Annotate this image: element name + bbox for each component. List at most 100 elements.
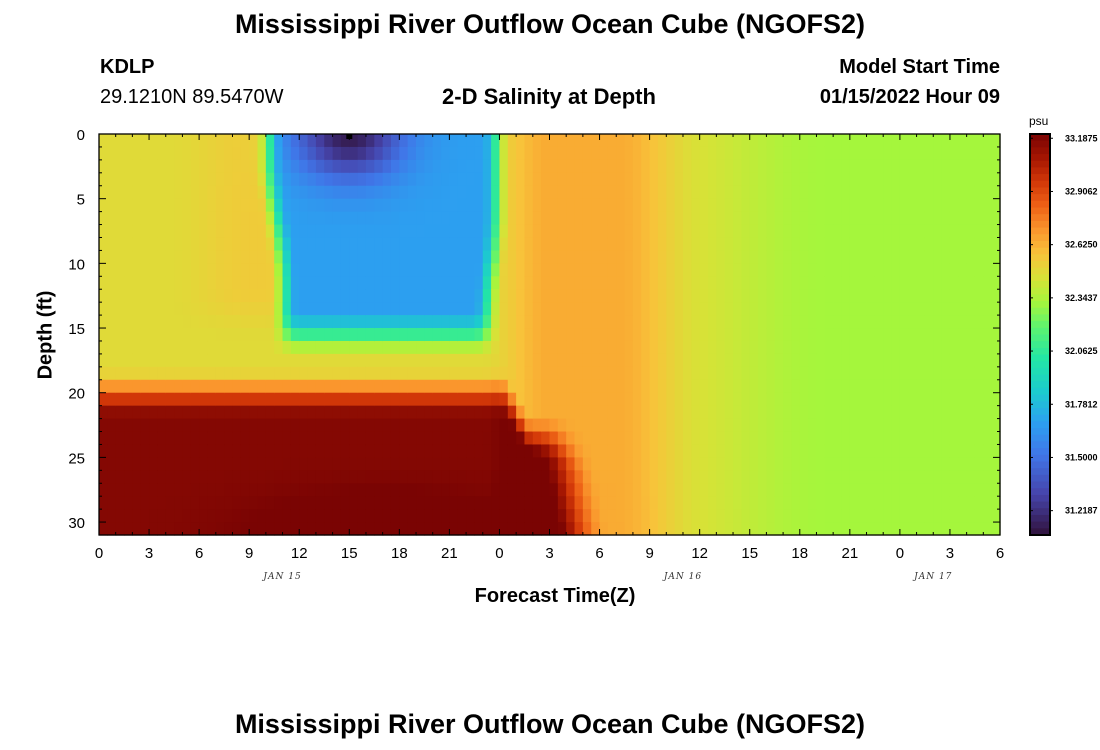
heatmap-cell — [532, 185, 542, 200]
heatmap-cell — [349, 470, 359, 484]
colorbar-segment — [1030, 134, 1050, 142]
heatmap-cell — [749, 379, 759, 394]
heatmap-cell — [541, 483, 551, 497]
heatmap-cell — [733, 379, 742, 394]
heatmap-cell — [174, 211, 184, 226]
heatmap-cell — [449, 289, 459, 303]
heatmap-cell — [766, 250, 776, 264]
heatmap-cell — [624, 198, 634, 213]
heatmap-cell — [132, 366, 142, 381]
heatmap-cell — [966, 405, 976, 420]
heatmap-cell — [124, 431, 133, 446]
heatmap-cell — [140, 289, 150, 303]
heatmap-cell — [607, 328, 617, 342]
heatmap-cell — [416, 146, 425, 161]
heatmap-cell — [699, 289, 709, 303]
heatmap-cell — [282, 237, 292, 252]
heatmap-cell — [274, 159, 284, 174]
heatmap-cell — [958, 483, 968, 497]
heatmap-cell — [357, 431, 367, 446]
heatmap-cell — [666, 340, 676, 355]
heatmap-cell — [849, 353, 859, 368]
heatmap-cell — [299, 224, 309, 239]
heatmap-cell — [99, 134, 108, 148]
heatmap-cell — [240, 418, 250, 433]
heatmap-cell — [908, 470, 918, 484]
heatmap-cell — [190, 496, 200, 510]
heatmap-cell — [340, 302, 350, 316]
heatmap-cell — [482, 302, 492, 316]
heatmap-cell — [649, 237, 659, 252]
heatmap-cell — [791, 289, 801, 303]
heatmap-cell — [716, 315, 726, 329]
heatmap-cell — [115, 457, 125, 471]
heatmap-cell — [649, 379, 659, 394]
heatmap-cell — [466, 340, 476, 355]
heatmap-cell — [941, 250, 951, 264]
heatmap-cell — [549, 470, 559, 484]
heatmap-cell — [190, 315, 200, 329]
heatmap-cell — [616, 340, 626, 355]
heatmap-cell — [315, 263, 325, 277]
heatmap-cell — [908, 289, 918, 303]
heatmap-cell — [958, 146, 968, 161]
heatmap-cell — [332, 276, 342, 290]
heatmap-cell — [349, 198, 359, 213]
heatmap-cell — [666, 353, 676, 368]
heatmap-cell — [424, 185, 434, 200]
heatmap-cell — [808, 431, 818, 446]
heatmap-cell — [841, 185, 851, 200]
heatmap-cell — [716, 263, 726, 277]
heatmap-cell — [115, 353, 125, 368]
heatmap-cell — [474, 146, 484, 161]
heatmap-cell — [174, 185, 184, 200]
heatmap-cell — [549, 509, 559, 523]
heatmap-cell — [249, 185, 259, 200]
heatmap-cell — [983, 146, 993, 161]
heatmap-cell — [966, 211, 976, 226]
heatmap-cell — [691, 496, 701, 510]
heatmap-cell — [841, 405, 851, 420]
heatmap-cell — [808, 470, 818, 484]
heatmap-cell — [933, 302, 943, 316]
heatmap-cell — [99, 159, 108, 174]
heatmap-cell — [107, 289, 117, 303]
heatmap-cell — [115, 211, 125, 226]
heatmap-cell — [774, 146, 784, 161]
heatmap-cell — [524, 250, 534, 264]
heatmap-cell — [724, 418, 734, 433]
heatmap-cell — [274, 470, 284, 484]
heatmap-cell — [741, 457, 751, 471]
heatmap-cell — [991, 328, 1001, 342]
heatmap-cell — [566, 302, 576, 316]
heatmap-cell — [232, 263, 242, 277]
heatmap-cell — [457, 159, 467, 174]
heatmap-cell — [124, 392, 133, 407]
heatmap-cell — [799, 289, 809, 303]
heatmap-cell — [424, 172, 434, 187]
heatmap-cell — [733, 328, 742, 342]
heatmap-cell — [290, 470, 300, 484]
heatmap-cell — [974, 457, 984, 471]
heatmap-cell — [891, 392, 901, 407]
heatmap-cell — [232, 224, 242, 239]
heatmap-cell — [132, 405, 142, 420]
heatmap-cell — [340, 159, 350, 174]
heatmap-cell — [616, 496, 626, 510]
heatmap-cell — [599, 340, 609, 355]
heatmap-cell — [866, 224, 876, 239]
heatmap-cell — [758, 483, 767, 497]
heatmap-cell — [382, 315, 392, 329]
heatmap-cell — [699, 237, 709, 252]
heatmap-cell — [891, 509, 901, 523]
heatmap-cell — [641, 418, 651, 433]
heatmap-cell — [215, 289, 225, 303]
heatmap-cell — [491, 250, 501, 264]
heatmap-cell — [124, 328, 133, 342]
heatmap-cell — [983, 392, 993, 407]
heatmap-cell — [274, 522, 284, 536]
heatmap-cell — [374, 522, 384, 536]
heatmap-cell — [657, 509, 667, 523]
heatmap-cell — [491, 263, 501, 277]
heatmap-cell — [933, 405, 943, 420]
